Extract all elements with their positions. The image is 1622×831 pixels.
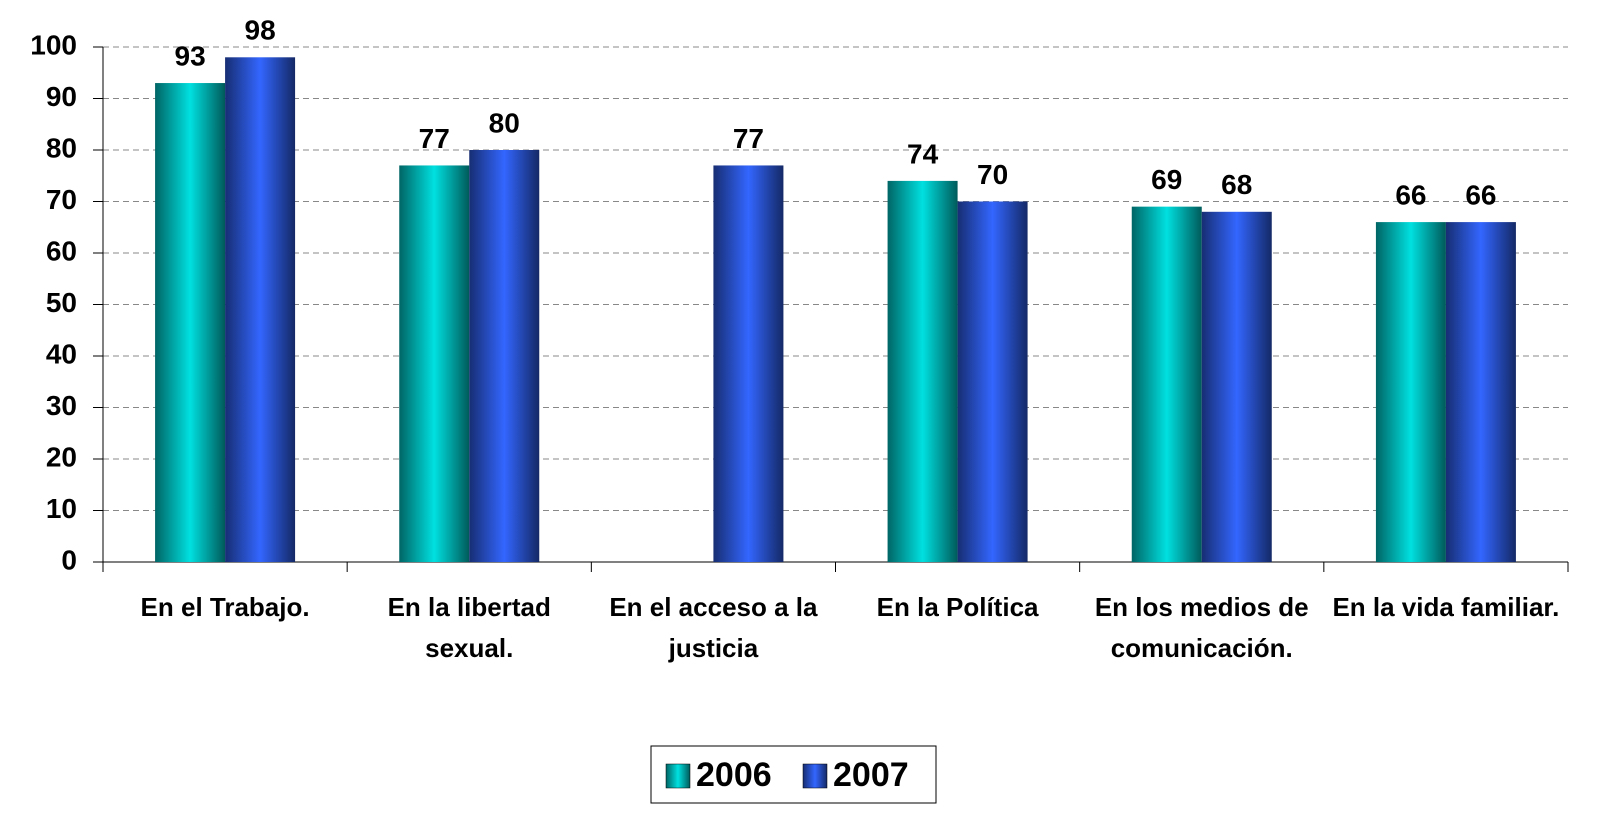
y-tick-label: 0 [61,544,77,575]
x-tick-label: En el acceso a la justicia [609,592,818,663]
y-tick-label: 90 [46,81,77,112]
data-label: 77 [733,123,764,154]
bar [957,201,1028,562]
y-tick-label: 40 [46,338,77,369]
bar [1375,222,1446,562]
bar [1201,211,1272,563]
x-tick-label: En los medios de comunicación. [1094,592,1309,663]
data-label: 77 [419,123,450,154]
data-label: 66 [1465,179,1496,210]
data-label: 93 [175,40,206,71]
y-tick-label: 50 [46,287,77,318]
bar [399,165,470,562]
data-label: 68 [1221,169,1252,200]
legend-label: 2006 [696,756,772,794]
x-tick-label-box: En el Trabajo. [140,592,310,622]
x-tick-label: En el Trabajo. [140,592,310,622]
y-tick-label: 100 [30,29,77,60]
x-tick-label-box: En la Política [876,592,1039,622]
bar [1445,222,1516,562]
bar [887,180,958,562]
data-label: 80 [489,107,520,138]
x-tick-label-box: En la vida familiar. [1332,592,1560,622]
x-tick-label-box: En el acceso a la justicia [609,592,818,663]
data-label: 70 [977,159,1008,190]
x-tick-label: En la vida familiar. [1332,592,1560,622]
y-tick-label: 70 [46,184,77,215]
x-tick-label: En la Política [876,592,1039,622]
legend-box [650,745,937,804]
x-tick-label-box: En los medios de comunicación. [1094,592,1309,663]
bar [1131,206,1202,562]
data-label: 98 [245,15,276,46]
y-tick-label: 20 [46,441,77,472]
y-tick-label: 30 [46,390,77,421]
bar [225,57,296,563]
legend-swatch [665,763,691,789]
data-label: 66 [1395,179,1426,210]
y-tick-label: 60 [46,235,77,266]
data-label: 69 [1151,164,1182,195]
x-tick-label-box: En la libertad sexual. [387,592,551,663]
data-label: 74 [907,138,939,169]
bar [713,165,784,562]
y-tick-label: 80 [46,132,77,163]
x-tick-label: En la libertad sexual. [387,592,551,663]
bar [469,150,540,562]
legend-swatch [802,763,828,789]
legend-label: 2007 [833,756,909,794]
y-tick-label: 10 [46,493,77,524]
bar [155,83,226,563]
